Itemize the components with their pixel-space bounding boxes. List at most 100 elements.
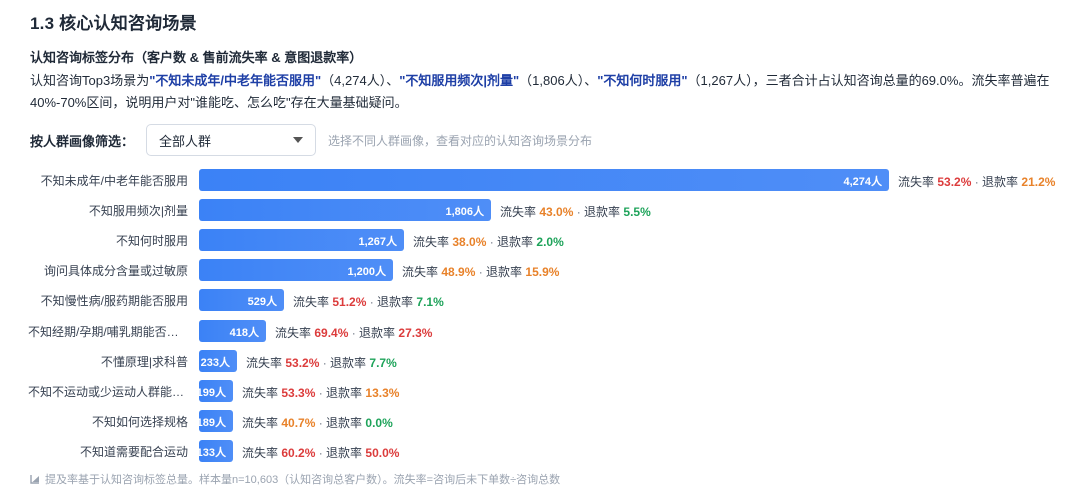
chart-row: 不知如何选择规格 189人 流失率 40.7% · 退款率 0.0% <box>0 409 1080 432</box>
metric-separator: · <box>971 175 983 189</box>
metric-separator: · <box>366 295 378 310</box>
metric-separator: · <box>315 445 327 460</box>
refund-rate-value: 5.5% <box>623 205 651 220</box>
loss-rate-value: 60.2% <box>281 445 316 460</box>
bar-metrics: 流失率 48.9% · 退款率 15.9% <box>402 263 559 280</box>
chart-row: 不知何时服用 1,267人 流失率 38.0% · 退款率 2.0% <box>0 229 1080 252</box>
bar[interactable]: 1,806人 <box>199 199 491 222</box>
bar-metrics: 流失率 53.2% · 退款率 7.7% <box>246 354 397 371</box>
summary-highlight: "不知未成年/中老年能否服用" <box>149 73 322 88</box>
loss-rate-label: 流失率 <box>413 235 453 250</box>
refund-rate-label: 退款率 <box>326 385 366 400</box>
bar[interactable]: 1,267人 <box>199 229 404 252</box>
chart-row: 不懂原理|求科普 233人 流失率 53.2% · 退款率 7.7% <box>0 349 1080 372</box>
loss-rate-value: 43.0% <box>539 205 574 220</box>
refund-rate-label: 退款率 <box>330 355 370 370</box>
bar[interactable]: 4,274人 <box>199 169 889 191</box>
refund-rate-label: 退款率 <box>584 205 624 220</box>
loss-rate-value: 53.2% <box>285 355 320 370</box>
category-label: 不知道需要配合运动 <box>79 444 188 459</box>
loss-rate-value: 38.0% <box>452 235 487 250</box>
bar-metrics: 流失率 51.2% · 退款率 7.1% <box>293 293 444 310</box>
refund-rate-label: 退款率 <box>326 415 366 430</box>
loss-rate-label: 流失率 <box>242 445 282 460</box>
chevron-down-icon <box>293 137 303 143</box>
bar-value-label: 1,200人 <box>347 266 386 279</box>
refund-rate-label: 退款率 <box>486 265 526 280</box>
category-label: 不知如何选择规格 <box>91 414 188 429</box>
refund-rate-value: 21.2% <box>1021 175 1056 189</box>
summary-text-part: （1,267人），三者合计占认知咨询总量的69.0%。流失率普遍在40%-70%… <box>30 73 1050 110</box>
summary-highlight: "不知服用频次|剂量" <box>399 73 520 88</box>
refund-rate-value: 7.7% <box>369 355 397 370</box>
chart-row: 不知未成年/中老年能否服用 4,274人 流失率 53.2% · 退款率 21.2% <box>0 169 1080 191</box>
loss-rate-value: 48.9% <box>441 265 476 280</box>
refund-rate-label: 退款率 <box>982 175 1022 189</box>
audience-select[interactable]: 全部人群 <box>146 124 316 156</box>
filter-hint: 选择不同人群画像，查看对应的认知咨询场景分布 <box>328 133 593 148</box>
category-label: 不懂原理|求科普 <box>100 354 188 369</box>
metric-separator: · <box>315 385 327 400</box>
filter-row: 按人群画像筛选： 全部人群 选择不同人群画像，查看对应的认知咨询场景分布 <box>30 124 592 156</box>
chart-row: 不知服用频次|剂量 1,806人 流失率 43.0% · 退款率 5.5% <box>0 199 1080 222</box>
bar-value-label: 1,806人 <box>445 206 484 219</box>
loss-rate-value: 53.2% <box>937 175 972 189</box>
category-label: 不知服用频次|剂量 <box>88 204 188 219</box>
bar-metrics: 流失率 69.4% · 退款率 27.3% <box>275 324 432 341</box>
section-title: 1.3 核心认知咨询场景 <box>30 14 197 33</box>
bar-metrics: 流失率 53.3% · 退款率 13.3% <box>242 384 399 401</box>
bar-metrics: 流失率 40.7% · 退款率 0.0% <box>242 414 393 431</box>
loss-rate-value: 51.2% <box>332 295 367 310</box>
chart-row: 询问具体成分含量或过敏原 1,200人 流失率 48.9% · 退款率 15.9% <box>0 259 1080 282</box>
summary-text-part: 认知咨询Top3场景为 <box>30 73 150 88</box>
bar[interactable]: 133人 <box>199 439 233 462</box>
metric-separator: · <box>486 235 498 250</box>
metric-separator: · <box>315 415 327 430</box>
refund-rate-label: 退款率 <box>326 445 366 460</box>
metric-separator: · <box>573 205 585 220</box>
footnote: 提及率基于认知咨询标签总量。样本量n=10,603（认知咨询总客户数）。流失率=… <box>30 471 560 487</box>
loss-rate-value: 69.4% <box>314 325 349 340</box>
chart-row: 不知慢性病/服药期能否服用 529人 流失率 51.2% · 退款率 7.1% <box>0 289 1080 312</box>
bar[interactable]: 199人 <box>199 379 233 402</box>
metric-separator: · <box>475 265 487 280</box>
loss-rate-value: 53.3% <box>281 385 316 400</box>
category-label: 不知不运动或少运动人群能否... <box>28 384 188 399</box>
refund-rate-value: 50.0% <box>365 445 400 460</box>
loss-rate-label: 流失率 <box>500 205 540 220</box>
chart-subtitle: 认知咨询标签分布（客户数 & 售前流失率 & 意图退款率） <box>30 50 363 65</box>
category-label: 不知慢性病/服药期能否服用 <box>40 294 188 309</box>
refund-rate-value: 0.0% <box>365 415 393 430</box>
bar[interactable]: 1,200人 <box>199 259 393 282</box>
refund-rate-value: 15.9% <box>525 265 560 280</box>
metric-separator: · <box>319 355 331 370</box>
bar-value-label: 418人 <box>229 326 259 339</box>
bar-value-label: 233人 <box>200 356 230 369</box>
audience-select-value: 全部人群 <box>159 133 212 149</box>
refund-rate-label: 退款率 <box>377 295 417 310</box>
summary-highlight: "不知何时服用" <box>597 73 688 88</box>
bar[interactable]: 418人 <box>199 319 266 342</box>
loss-rate-label: 流失率 <box>275 325 315 340</box>
metric-separator: · <box>348 325 360 340</box>
chart-row: 不知不运动或少运动人群能否... 199人 流失率 53.3% · 退款率 13.3… <box>0 379 1080 402</box>
bar[interactable]: 233人 <box>199 349 237 372</box>
category-label: 不知何时服用 <box>115 234 188 249</box>
summary-text-part: （1,806人）、 <box>519 73 598 88</box>
category-label: 不知未成年/中老年能否服用 <box>40 174 188 188</box>
refund-rate-label: 退款率 <box>359 325 399 340</box>
refund-rate-value: 27.3% <box>398 325 433 340</box>
bar-metrics: 流失率 53.2% · 退款率 21.2% <box>898 173 1055 190</box>
summary-text-part: （4,274人）、 <box>321 73 400 88</box>
bar[interactable]: 189人 <box>199 409 233 432</box>
chart-note-icon <box>30 474 40 484</box>
bar[interactable]: 529人 <box>199 289 284 312</box>
chart-row: 不知经期/孕期/哺乳期能否服用 418人 流失率 69.4% · 退款率 27.3% <box>0 319 1080 342</box>
bar-value-label: 199人 <box>199 386 226 399</box>
filter-label: 按人群画像筛选： <box>30 133 135 149</box>
refund-rate-value: 13.3% <box>365 385 400 400</box>
bar-metrics: 流失率 43.0% · 退款率 5.5% <box>500 203 651 220</box>
bar-value-label: 189人 <box>199 416 226 429</box>
loss-rate-label: 流失率 <box>246 355 286 370</box>
bar-value-label: 1,267人 <box>358 236 397 249</box>
